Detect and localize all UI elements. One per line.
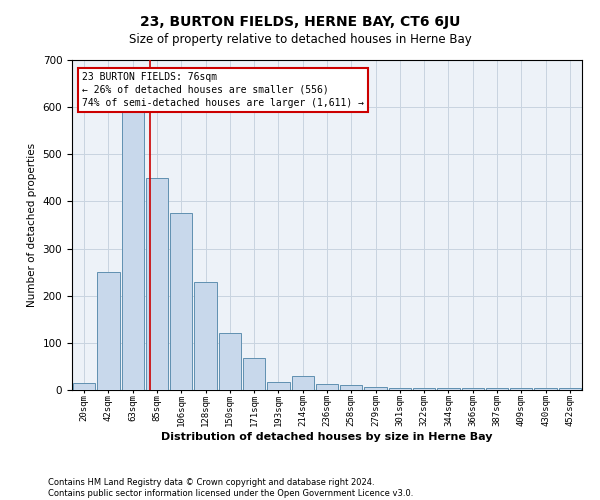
Bar — [510, 388, 532, 390]
Bar — [461, 388, 484, 390]
Bar — [267, 382, 290, 390]
X-axis label: Distribution of detached houses by size in Herne Bay: Distribution of detached houses by size … — [161, 432, 493, 442]
Bar — [535, 388, 557, 390]
Bar — [413, 388, 436, 390]
Text: Contains HM Land Registry data © Crown copyright and database right 2024.
Contai: Contains HM Land Registry data © Crown c… — [48, 478, 413, 498]
Text: 23 BURTON FIELDS: 76sqm
← 26% of detached houses are smaller (556)
74% of semi-d: 23 BURTON FIELDS: 76sqm ← 26% of detache… — [82, 72, 364, 108]
Bar — [364, 386, 387, 390]
Bar — [389, 388, 411, 390]
Bar — [437, 388, 460, 390]
Bar — [170, 213, 193, 390]
Bar — [122, 112, 144, 390]
Bar — [146, 178, 168, 390]
Y-axis label: Number of detached properties: Number of detached properties — [27, 143, 37, 307]
Bar — [194, 282, 217, 390]
Bar — [486, 388, 508, 390]
Bar — [218, 334, 241, 390]
Bar — [73, 383, 95, 390]
Bar — [340, 386, 362, 390]
Bar — [97, 272, 119, 390]
Bar — [292, 376, 314, 390]
Bar — [559, 388, 581, 390]
Bar — [316, 384, 338, 390]
Text: Size of property relative to detached houses in Herne Bay: Size of property relative to detached ho… — [128, 32, 472, 46]
Text: 23, BURTON FIELDS, HERNE BAY, CT6 6JU: 23, BURTON FIELDS, HERNE BAY, CT6 6JU — [140, 15, 460, 29]
Bar — [243, 358, 265, 390]
